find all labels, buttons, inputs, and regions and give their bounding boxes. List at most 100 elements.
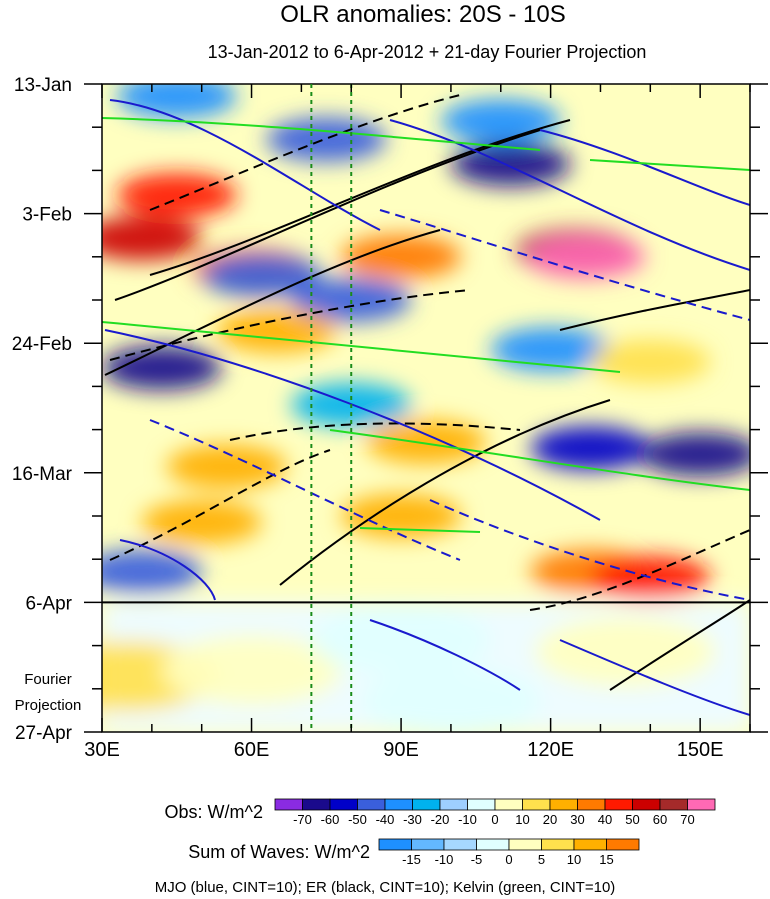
anomaly-blob: [166, 444, 287, 489]
colorbar-swatch: [549, 798, 578, 811]
anomaly-blob: [341, 234, 462, 279]
colorbar-tick-label: 70: [680, 812, 694, 827]
colorbar-tick-label: -50: [348, 812, 367, 827]
colorbar-swatch: [274, 798, 303, 811]
colorbar-tick-label: -40: [376, 812, 395, 827]
anomaly-blob: [102, 549, 202, 594]
anomaly-blob: [311, 604, 492, 675]
colorbar-tick-label: 5: [538, 852, 545, 867]
colorbar-swatch: [541, 838, 575, 851]
colorbar-tick-label: 0: [505, 852, 512, 867]
chart-title: OLR anomalies: 20S - 10S: [280, 1, 565, 28]
colorbar-swatch: [411, 838, 445, 851]
y-tick-label: 13-Jan: [14, 75, 72, 96]
chart-subtitle: 13-Jan-2012 to 6-Apr-2012 + 21-day Fouri…: [208, 42, 647, 62]
er-contour-line: [229, 422, 521, 441]
colorbar-tick-label: 40: [598, 812, 612, 827]
projection-label-line2: Projection: [15, 697, 82, 714]
colorbar-swatch: [687, 798, 716, 811]
kelvin-contour-line: [102, 321, 621, 373]
kelvin-contour-line: [589, 159, 750, 171]
projection-label-line1: Fourier: [24, 671, 72, 688]
anomaly-blob: [116, 173, 237, 218]
colorbar-tick-label: -15: [402, 852, 421, 867]
colorbar-swatch: [443, 838, 477, 851]
obs-colorbar: -70 -60 -50 -40 -30 -20 -10 0 10 20 30 40 50 60 70: [274, 798, 716, 827]
colorbar-tick-label: -70: [293, 812, 312, 827]
anomaly-blob: [490, 327, 611, 372]
colorbar-swatch: [522, 798, 551, 811]
reference-longitude-lines: [310, 84, 353, 732]
kelvin-contour-line: [359, 527, 481, 533]
colorbar-swatch: [577, 798, 606, 811]
colorbar-tick-label: 30: [570, 812, 584, 827]
colorbar-swatch: [384, 798, 413, 811]
colorbar-swatch: [494, 798, 523, 811]
mjo-contour-line: [389, 119, 750, 271]
colorbar-tick-label: -10: [435, 852, 454, 867]
anomaly-shading: [102, 84, 750, 732]
colorbar-swatch: [439, 798, 468, 811]
x-tick-label: 30E: [84, 739, 120, 761]
colorbar-tick-label: 15: [599, 852, 613, 867]
mjo-contour-line: [559, 639, 750, 716]
colorbar-swatch: [604, 798, 633, 811]
colorbar-swatch: [467, 798, 496, 811]
mjo-contour-line: [109, 99, 381, 231]
er-contour-line: [279, 399, 611, 586]
anomaly-blob: [440, 99, 561, 144]
colorbar-swatch: [659, 798, 688, 811]
anomaly-blob: [161, 635, 342, 706]
colorbar-swatch: [357, 798, 386, 811]
er-contour-line: [559, 289, 750, 331]
mjo-contour-line: [379, 209, 750, 321]
x-axis: 30E 60E 90E 120E 150E: [84, 84, 751, 761]
er-contour-line: [109, 449, 331, 561]
y-tick-label: 16-Mar: [12, 464, 73, 485]
colorbar-swatch: [378, 838, 412, 851]
colorbar-tick-label: 10: [567, 852, 581, 867]
anomaly-blob: [201, 253, 322, 298]
obs-colorbar-label: Obs: W/m^2: [165, 802, 263, 822]
anomaly-blob: [216, 308, 337, 353]
colorbar-tick-label: -20: [431, 812, 450, 827]
y-tick-label: 3-Feb: [22, 205, 72, 226]
colorbar-swatch: [476, 838, 510, 851]
waves-colorbar-label: Sum of Waves: W/m^2: [188, 842, 370, 862]
kelvin-contour-line: [102, 117, 541, 151]
colorbar-tick-label: -10: [458, 812, 477, 827]
y-tick-label: 6-Apr: [26, 593, 73, 614]
colorbar-swatch: [329, 798, 358, 811]
er-contour-line: [149, 94, 461, 211]
anomaly-blob: [530, 426, 651, 471]
er-contour-line: [149, 119, 571, 276]
y-tick-label: 27-Apr: [15, 723, 73, 744]
mjo-contour-line: [149, 419, 461, 561]
er-contour-line: [109, 289, 471, 361]
colorbar-swatch: [302, 798, 331, 811]
er-contour-line: [529, 529, 750, 611]
colorbar-tick-label: 0: [491, 812, 498, 827]
colorbar-tick-label: 10: [515, 812, 529, 827]
y-tick-label: 24-Feb: [12, 334, 72, 355]
mjo-contour-line: [539, 129, 750, 206]
footnote: MJO (blue, CINT=10); ER (black, CINT=10)…: [155, 879, 616, 896]
anomaly-blob: [116, 84, 237, 119]
er-contour-line: [114, 129, 541, 301]
er-contour-line: [104, 229, 441, 376]
anomaly-blob: [341, 494, 462, 538]
colorbar-swatch: [508, 838, 542, 851]
colorbar-swatch: [573, 838, 607, 851]
colorbar-tick-label: -60: [321, 812, 340, 827]
anomaly-blob: [366, 419, 486, 464]
mjo-contours: [104, 99, 750, 716]
y-axis: 13-Jan 3-Feb 24-Feb 16-Mar 6-Apr 27-Apr: [12, 75, 768, 744]
kelvin-contours: [102, 117, 750, 533]
x-tick-label: 150E: [677, 739, 724, 761]
mjo-contour-line: [429, 499, 750, 601]
x-tick-label: 120E: [527, 739, 574, 761]
mjo-contour-line: [119, 539, 216, 601]
plot-frame: [101, 83, 751, 733]
anomaly-blob: [535, 616, 716, 687]
